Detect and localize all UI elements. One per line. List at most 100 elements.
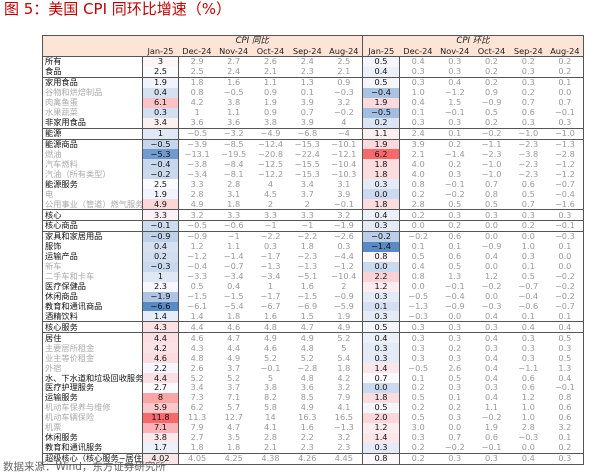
yoy-cell: 4.6 — [215, 321, 253, 334]
mom-cell: 2.6 — [448, 363, 462, 373]
row-label: 运输服务 — [45, 392, 78, 403]
yoy-cell: −2.8 — [297, 363, 318, 373]
yoy-cell: −0.5 — [178, 220, 216, 232]
mom-cell: 0.9 — [484, 87, 499, 98]
mom-cell: −3.8 — [518, 149, 539, 159]
mom-cell: −0.1 — [444, 107, 465, 118]
mom-cell: 1.1 — [484, 402, 499, 413]
mom-cell: 0.3 — [362, 442, 401, 454]
month-header: Jan-25 — [142, 46, 179, 57]
table-row: 能源 1 −0.5 −3.2 −4.9 −6.8 −4 1.1 2.4 0.1 −0.2 −1.0 −1… — [42, 128, 584, 140]
yoy-cell: 1.4 — [142, 311, 179, 323]
mom-cell: 0.7 — [448, 432, 462, 443]
table-row: 汽车燃料 −0.4 −3.8 −8.4 −12.5 −15.5 −10.4 1.8 4.0 0.2… — [43, 159, 584, 170]
yoy-cell: 4.05 — [188, 453, 207, 464]
yoy-cell: 4.2 — [142, 343, 179, 354]
yoy-cell: 5.4 — [325, 353, 364, 364]
yoy-cell: 3.8 — [142, 432, 179, 443]
yoy-cell: 3.3 — [142, 209, 179, 221]
mom-cell: 0.2 — [473, 66, 510, 78]
mom-cell: 1.0 — [411, 87, 425, 98]
yoy-cell: 1.8 — [325, 363, 364, 374]
row-label: 教育和通讯商品 — [45, 301, 103, 311]
mom-cell: −0.1 — [554, 383, 575, 393]
yoy-cell: 4.3 — [190, 343, 204, 353]
mom-cell: 0.7 — [558, 97, 572, 108]
yoy-cell: −12.2 — [257, 169, 284, 179]
yoy-cell: −0.5 — [223, 87, 244, 98]
row-label: 所有 — [45, 56, 62, 67]
yoy-cell: 3.4 — [300, 179, 314, 189]
yoy-cell: 6.2 — [190, 402, 204, 413]
yoy-cell: 3.4 — [190, 383, 204, 393]
yoy-cell: 3.4 — [142, 117, 179, 129]
yoy-cell: −0.9 — [325, 291, 364, 302]
yoy-cell: −1.3 — [260, 261, 281, 272]
mom-cell: 0.0 — [521, 231, 535, 242]
yoy-cell: 2 — [252, 199, 289, 211]
yoy-cell: 0.1 — [300, 87, 314, 98]
mom-cell: 1.8 — [362, 169, 401, 180]
mom-cell: 0.2 — [558, 56, 572, 67]
yoy-cell: 0.5 — [190, 281, 204, 292]
yoy-cell: −2.2 — [260, 231, 281, 242]
mom-cell: 1.1 — [362, 128, 401, 140]
row-label: 食品 — [42, 66, 143, 78]
yoy-cell: 4.8 — [300, 343, 314, 353]
mom-cell: 0.3 — [399, 66, 437, 78]
row-label: 超级核心（核心服务−居住） — [45, 453, 143, 464]
mom-cell: 0.4 — [484, 392, 499, 403]
yoy-cell: 1.2 — [190, 241, 204, 252]
yoy-cell: −0.6 — [215, 220, 253, 232]
mom-cell: 0.5 — [521, 189, 535, 199]
yoy-cell: −3.9 — [187, 139, 208, 149]
month-header-row: Jan-25 Dec-24 Nov-24 Oct-24 Sep-24 Aug-24 Jan-… — [42, 46, 584, 57]
yoy-cell: 1.9 — [325, 311, 364, 323]
yoy-cell: 2.5 — [142, 179, 179, 190]
yoy-cell: −1.7 — [260, 291, 281, 302]
mom-cell: 0.6 — [521, 179, 535, 189]
yoy-cell: 2.3 — [288, 442, 326, 454]
table-row: 新车 −0.3 −0.4 −0.7 −1.3 −1.3 −1.2 0.0 0.4 0.5 0.0 0.… — [43, 261, 584, 272]
yoy-cell: 3.7 — [227, 383, 241, 393]
yoy-cell: 2.3 — [288, 66, 326, 78]
mom-cell: 0.2 — [448, 402, 462, 413]
mom-cell: 0.0 — [558, 261, 572, 272]
yoy-cell: 4.7 — [288, 321, 326, 334]
mom-cell: 0.4 — [546, 321, 584, 334]
yoy-cell: −15.3 — [294, 139, 320, 149]
yoy-cell: 16.5 — [325, 412, 364, 423]
mom-cell: −0.7 — [554, 179, 575, 189]
table-row: 休闲服务 3.8 2.7 3.5 2.8 2.2 3.2 1.4 0.3 0.7 0.6 −0.3 0.… — [43, 432, 584, 443]
mom-cell: −0.2 — [408, 231, 429, 242]
yoy-cell: 2.4 — [215, 66, 253, 78]
row-label: 汽车燃料 — [45, 159, 78, 169]
yoy-cell: 4.9 — [142, 199, 179, 211]
yoy-cell: −1.7 — [260, 251, 281, 262]
yoy-cell: 0.4 — [142, 87, 179, 98]
mom-cell: 0.8 — [484, 189, 499, 199]
yoy-cell: −8.5 — [223, 139, 244, 149]
row-label: 肉禽鱼蛋 — [45, 97, 78, 108]
mom-cell: 0.3 — [448, 412, 462, 423]
mom-cell: −0.2 — [554, 291, 575, 302]
mom-cell: 0.0 — [362, 189, 401, 200]
yoy-cell: 1.8 — [300, 241, 314, 252]
yoy-cell: 3.9 — [300, 97, 314, 108]
yoy-cell: −15.5 — [294, 159, 320, 169]
yoy-cell: 1.9 — [263, 97, 277, 108]
mom-cell: 0.3 — [448, 383, 462, 393]
mom-cell: 0.3 — [436, 321, 474, 334]
yoy-cell: 5.2 — [263, 353, 277, 363]
row-label: 核心商品 — [42, 220, 143, 232]
mom-cell: −0.2 — [436, 442, 474, 454]
mom-cell: 1.2 — [521, 392, 535, 403]
mom-cell: 0.4 — [448, 77, 462, 88]
mom-cell: 0.3 — [362, 311, 401, 323]
yoy-cell: 4.4 — [178, 321, 216, 334]
mom-cell: −1.4 — [362, 241, 401, 252]
yoy-cell: 1.8 — [215, 311, 253, 323]
mom-cell: 0.4 — [362, 66, 401, 78]
yoy-cell: 4.9 — [300, 402, 314, 413]
mom-cell: 0.3 — [448, 169, 462, 179]
